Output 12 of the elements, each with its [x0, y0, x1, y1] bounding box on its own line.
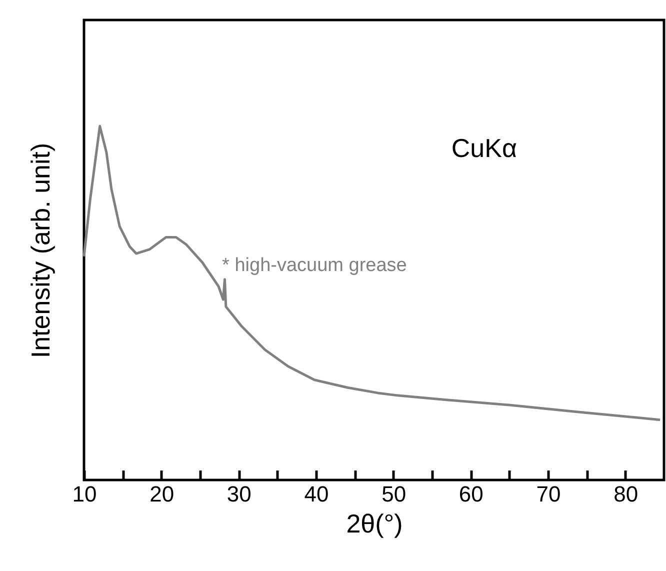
x-tick-label: 50: [382, 482, 406, 506]
annotation: CuKα: [451, 132, 518, 163]
y-axis-title: Intensity (arb. unit): [26, 142, 56, 358]
x-tick-label: 30: [226, 482, 252, 506]
x-tick-label: 80: [614, 482, 638, 506]
x-tick-label: 40: [304, 482, 329, 506]
x-axis-title: 2θ(°): [346, 508, 403, 538]
x-tick-label: 20: [150, 482, 174, 506]
x-tick-label: 10: [72, 482, 97, 506]
x-tick-label: 60: [458, 482, 484, 506]
x-tick-label: 70: [536, 482, 561, 506]
annotation: * high-vacuum grease: [222, 255, 407, 276]
